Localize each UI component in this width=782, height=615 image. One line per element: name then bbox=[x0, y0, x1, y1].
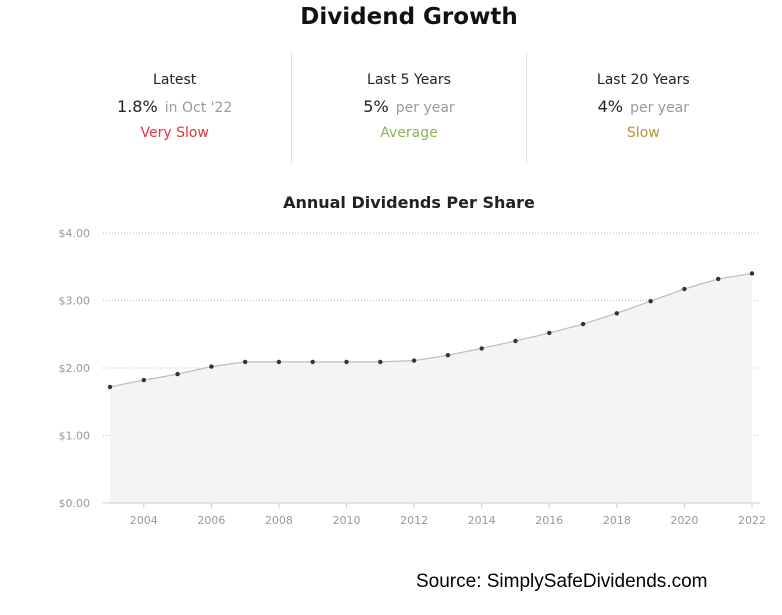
x-tick-label: 2018 bbox=[603, 514, 631, 527]
data-point bbox=[209, 364, 214, 369]
data-point bbox=[614, 311, 619, 316]
data-point bbox=[682, 286, 687, 292]
page-title: Dividend Growth bbox=[300, 4, 518, 30]
x-tick-label: 2014 bbox=[468, 514, 496, 527]
x-tick-label: 2022 bbox=[738, 514, 766, 527]
stat-last-20-years: Last 20 Years 4% per year Slow bbox=[525, 52, 760, 164]
x-tick-label: 2004 bbox=[130, 514, 158, 527]
data-point bbox=[445, 353, 451, 358]
stat-label: Last 20 Years bbox=[596, 72, 690, 88]
series-line bbox=[109, 272, 753, 388]
stat-subtext: per year bbox=[395, 100, 455, 116]
stat-value: 5% bbox=[363, 97, 389, 116]
stat-label: Latest bbox=[153, 72, 197, 88]
series-area bbox=[110, 273, 752, 503]
x-tick-label: 2010 bbox=[333, 514, 361, 527]
y-tick-label: $3.00 bbox=[59, 295, 91, 308]
data-point bbox=[141, 377, 146, 383]
data-point bbox=[547, 330, 552, 336]
y-tick-label: $4.00 bbox=[59, 227, 91, 240]
stat-value-line: 4% per year bbox=[527, 97, 760, 116]
data-point bbox=[749, 271, 755, 276]
stat-subtext: per year bbox=[630, 100, 690, 116]
data-point bbox=[107, 384, 113, 390]
stat-value: 4% bbox=[597, 97, 623, 116]
stat-subtext: in Oct '22 bbox=[164, 100, 233, 116]
stat-value: 1.8% bbox=[117, 97, 158, 116]
x-tick-label: 2012 bbox=[400, 514, 428, 527]
y-tick-label: $2.00 bbox=[59, 362, 91, 375]
data-point bbox=[411, 358, 417, 363]
stat-value-line: 5% per year bbox=[292, 97, 525, 116]
data-point bbox=[479, 346, 484, 351]
data-point bbox=[344, 359, 349, 365]
data-point bbox=[716, 276, 721, 282]
data-point bbox=[580, 321, 586, 327]
x-tick-label: 2008 bbox=[265, 514, 293, 527]
data-point bbox=[378, 359, 383, 365]
stat-label: Last 5 Years bbox=[367, 72, 451, 88]
stat-value-line: 1.8% in Oct '22 bbox=[58, 97, 291, 116]
stat-latest: Latest 1.8% in Oct '22 Very Slow bbox=[58, 52, 291, 164]
chart-title: Annual Dividends Per Share bbox=[283, 193, 535, 212]
source-credit: Source: SimplySafeDividends.com bbox=[416, 571, 708, 592]
data-point bbox=[310, 359, 315, 365]
data-point bbox=[175, 371, 180, 377]
y-tick-label: $1.00 bbox=[59, 430, 91, 443]
data-point bbox=[513, 338, 518, 344]
stat-rating: Average bbox=[380, 125, 438, 141]
y-tick-label: $0.00 bbox=[59, 497, 91, 510]
stat-last-5-years: Last 5 Years 5% per year Average bbox=[291, 52, 525, 164]
data-point bbox=[648, 299, 653, 304]
stat-rating: Very Slow bbox=[140, 125, 209, 141]
x-tick-label: 2006 bbox=[197, 514, 225, 527]
data-point bbox=[243, 359, 248, 365]
stat-rating: Slow bbox=[626, 125, 660, 141]
x-tick-label: 2016 bbox=[535, 514, 563, 527]
x-tick-label: 2020 bbox=[670, 514, 698, 527]
stats-row: Latest 1.8% in Oct '22 Very Slow Last 5 … bbox=[58, 52, 760, 164]
data-point bbox=[276, 359, 282, 365]
